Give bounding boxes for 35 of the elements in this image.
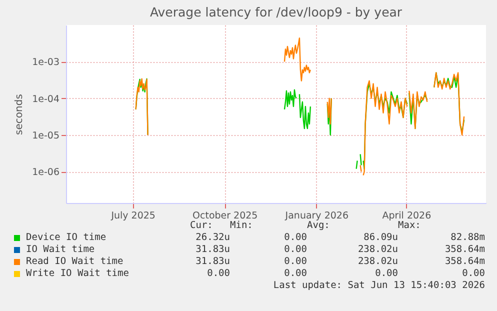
text: Cur: <box>190 220 214 232</box>
text: 82.88m <box>450 232 485 244</box>
legend-label: Write IO Wait time <box>26 268 129 280</box>
text: Max: <box>398 220 422 232</box>
text: 31.83u <box>194 256 230 268</box>
y-axis-title: seconds <box>14 94 26 135</box>
x-tick-label: July 2025 <box>110 210 156 222</box>
text: 26.32u <box>194 232 230 244</box>
text: 0.00 <box>283 244 307 256</box>
legend-label: IO Wait time <box>26 244 95 256</box>
text: 0.00 <box>283 268 307 280</box>
text: 0.00 <box>283 256 307 268</box>
text: 238.02u <box>356 256 398 268</box>
y-tick-label: 1e-04 <box>32 94 60 105</box>
y-tick-label: 1e-03 <box>32 57 60 68</box>
chart-title: Average latency for /dev/loop9 - by year <box>150 4 403 20</box>
text: 0.00 <box>206 268 230 280</box>
x-tick-label: April 2026 <box>382 210 432 222</box>
text: Avg: <box>307 220 331 232</box>
text: 0.00 <box>461 268 485 280</box>
text: 86.09u <box>362 232 398 244</box>
text: 31.83u <box>194 244 230 256</box>
x-tick-label: January 2026 <box>284 210 349 222</box>
text: 238.02u <box>356 244 398 256</box>
text: Last update: Sat Jun 13 15:40:03 2026 <box>272 280 485 292</box>
text: 358.64m <box>444 256 485 268</box>
y-tick-label: 1e-06 <box>32 167 60 178</box>
text: 0.00 <box>283 232 307 244</box>
legend-label: Read IO Wait time <box>26 256 124 268</box>
text: Min: <box>230 220 254 232</box>
text: 358.64m <box>444 244 485 256</box>
x-tick-label: October 2025 <box>192 210 258 222</box>
legend-label: Device IO time <box>26 232 106 244</box>
text: 0.00 <box>374 268 398 280</box>
y-tick-label: 1e-05 <box>32 130 60 142</box>
